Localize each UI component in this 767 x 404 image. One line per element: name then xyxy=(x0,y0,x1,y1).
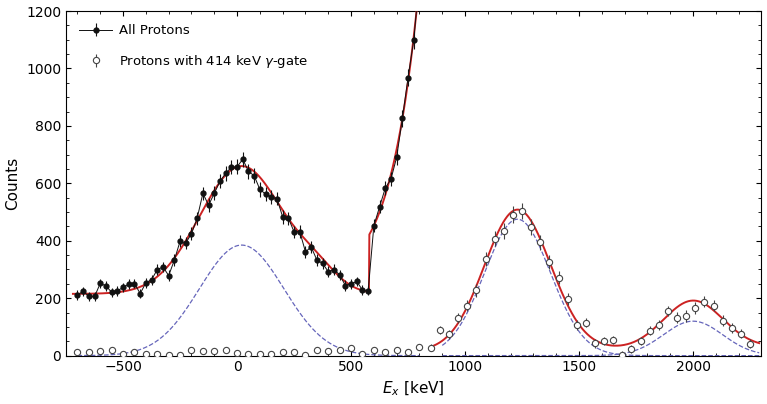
X-axis label: $E_x$ [keV]: $E_x$ [keV] xyxy=(383,380,445,398)
Y-axis label: Counts: Counts xyxy=(5,157,21,210)
Legend: All Protons, Protons with 414 keV $\gamma$-gate: All Protons, Protons with 414 keV $\gamm… xyxy=(73,18,314,77)
